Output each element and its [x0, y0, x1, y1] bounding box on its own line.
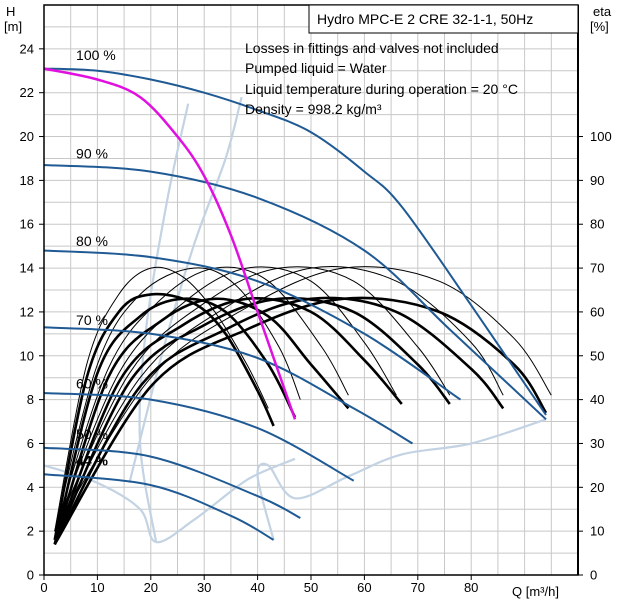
y-right-tick-label: 60	[590, 304, 604, 319]
efficiency-curves-thin	[54, 266, 552, 532]
y-axis-right-unit: [%]	[590, 19, 609, 34]
y-left-tick-label: 8	[27, 392, 34, 407]
y-axis-right-title: eta	[593, 4, 612, 19]
efficiency-curve-bold	[53, 297, 451, 545]
efficiency-curve-thin	[54, 267, 301, 532]
y-left-tick-label: 22	[20, 85, 34, 100]
efficiency-curves-bold	[53, 292, 548, 545]
y-right-tick-label: 50	[590, 348, 604, 363]
head-curves	[43, 67, 547, 541]
head-curve	[43, 446, 301, 519]
x-tick-label: 30	[197, 580, 211, 595]
speed-label: 90 %	[76, 145, 108, 161]
y-right-tick-label: 70	[590, 261, 604, 276]
x-tick-label: 80	[464, 580, 478, 595]
x-tick-label: 20	[144, 580, 158, 595]
y-left-tick-label: 18	[20, 173, 34, 188]
y-axis-left-unit: [m]	[4, 19, 22, 34]
highlight-curve	[43, 67, 297, 420]
y-right-tick-label: 10	[590, 524, 604, 539]
y-left-tick-label: 24	[20, 41, 34, 56]
x-axis-title: Q [m³/h]	[512, 584, 559, 599]
x-tick-label: 50	[304, 580, 318, 595]
speed-label: 44 %	[76, 452, 108, 468]
head-curve	[43, 249, 462, 401]
speed-label: 80 %	[76, 233, 108, 249]
speed-labels: 100 % 90 % 80 % 70 % 60 % 50 % 44 %	[76, 47, 116, 469]
operating-limit-line	[43, 457, 296, 544]
efficiency-curve-thin	[54, 266, 552, 532]
head-curve	[43, 67, 547, 416]
efficiency-curve-thin	[54, 266, 504, 532]
speed-label: 100 %	[76, 47, 116, 63]
title-box	[308, 4, 579, 34]
y-right-tick-label: 30	[590, 436, 604, 451]
operating-limit-line	[128, 96, 243, 484]
y-left-tick-label: 2	[27, 524, 34, 539]
speed-label: 60 %	[76, 376, 108, 392]
y-left-tick-label: 6	[27, 436, 34, 451]
y-left-tick-label: 4	[27, 480, 34, 495]
tick-labels: 0 10 20 30 40 50 60 70 8002468101214161820222401…	[20, 41, 612, 595]
y-left-tick-label: 10	[20, 348, 34, 363]
y-left-tick-label: 0	[27, 568, 34, 583]
highlight-head-curve	[43, 67, 297, 420]
chart-title: Hydro MPC-E 2 CRE 32-1-1, 50Hz	[317, 11, 533, 27]
y-right-tick-label: 40	[590, 392, 604, 407]
y-right-tick-label: 0	[590, 568, 597, 583]
speed-label: 70 %	[76, 312, 108, 328]
head-curve	[43, 326, 414, 445]
y-right-tick-label: 90	[590, 173, 604, 188]
x-tick-label: 40	[250, 580, 264, 595]
note-1: Losses in fittings and valves not includ…	[245, 40, 499, 56]
y-axis-left-title: H	[6, 4, 15, 19]
y-left-tick-label: 16	[20, 217, 34, 232]
y-right-tick-label: 20	[590, 480, 604, 495]
head-curve	[43, 473, 275, 541]
operating-limit-line	[256, 418, 547, 541]
x-tick-label: 70	[411, 580, 425, 595]
x-tick-label: 60	[357, 580, 371, 595]
y-left-tick-label: 20	[20, 129, 34, 144]
speed-label: 50 %	[76, 426, 108, 442]
note-4: Density = 998.2 kg/m³	[245, 101, 382, 117]
efficiency-curve-bold	[53, 292, 275, 541]
efficiency-curve-thin	[54, 266, 397, 532]
operating-limit-line	[138, 103, 190, 543]
x-tick-label: 10	[90, 580, 104, 595]
y-left-tick-label: 14	[20, 261, 34, 276]
efficiency-curve-bold	[53, 297, 403, 545]
y-right-tick-label: 100	[590, 129, 612, 144]
head-curve	[43, 392, 355, 482]
x-tick-label: 0	[40, 580, 47, 595]
efficiency-curve-bold	[53, 297, 350, 545]
note-2: Pumped liquid = Water	[245, 60, 387, 76]
y-right-tick-label: 80	[590, 217, 604, 232]
efficiency-curve-thin	[54, 266, 349, 532]
efficiency-curve-bold	[53, 296, 505, 545]
efficiency-curve-thin	[54, 266, 451, 532]
efficiency-curve-bold	[53, 296, 548, 545]
y-left-tick-label: 12	[20, 304, 34, 319]
note-3: Liquid temperature during operation = 20…	[245, 81, 518, 97]
head-curve	[43, 164, 547, 421]
